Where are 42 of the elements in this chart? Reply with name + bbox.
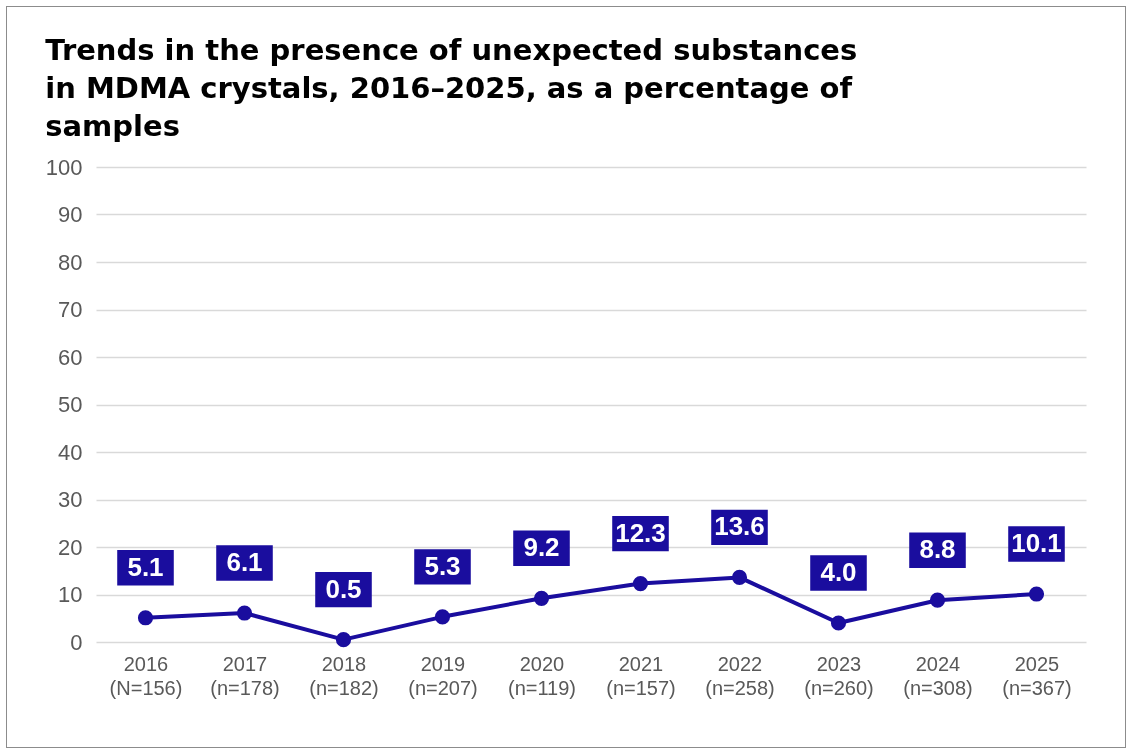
x-tick-label: 2023 (n=260) (804, 652, 874, 699)
data-label: 12.3 (615, 517, 666, 548)
data-label: 4.0 (820, 557, 857, 587)
point (434, 609, 451, 625)
x-tick-label: 2022 (n=258) (705, 652, 775, 699)
y-tick-label: 90 (58, 202, 83, 227)
data-label: 5.3 (424, 550, 461, 581)
x-tick-label: 2019 (n=207) (408, 652, 478, 699)
y-tick-label: 30 (58, 487, 83, 512)
x-tick-label: 2024 (n=308) (903, 652, 973, 699)
data-label: 13.6 (714, 511, 765, 542)
x-tick-label: 2017 (n=178) (210, 652, 280, 699)
y-tick-label: 50 (58, 392, 83, 417)
x-tick-label: 2018 (n=182) (309, 652, 379, 699)
point (533, 590, 550, 606)
point (830, 615, 847, 631)
data-label: 5.1 (127, 551, 164, 582)
data-label: 8.8 (919, 534, 956, 565)
y-tick-label: 70 (58, 297, 83, 322)
point (1028, 586, 1045, 602)
x-tick-label: 2016 (N=156) (109, 652, 183, 699)
chart-title: Trends in the presence of unexpected substances in MDMA crystals, 2016–2025, as a percentage of samples (45, 33, 858, 143)
point (335, 632, 352, 648)
data-label: 10.1 (1011, 528, 1062, 559)
y-tick-label: 60 (58, 344, 83, 370)
y-tick-label: 10 (58, 582, 83, 607)
point (236, 605, 253, 621)
y-tick-label: 0 (70, 629, 83, 655)
point (731, 569, 748, 585)
y-tick-label: 20 (58, 534, 83, 560)
point (137, 610, 154, 626)
data-label: 0.5 (325, 573, 362, 604)
y-tick-label: 100 (45, 154, 83, 180)
point (632, 576, 649, 592)
data-label: 6.1 (226, 547, 263, 578)
x-tick-label: 2025 (n=367) (1002, 652, 1072, 699)
y-tick-label: 80 (58, 249, 83, 275)
x-tick-label: 2020 (n=119) (507, 652, 577, 699)
y-tick-label: 40 (58, 439, 83, 465)
x-tick-label: 2021 (n=157) (606, 652, 676, 699)
data-label: 9.2 (523, 532, 560, 563)
point (929, 592, 946, 608)
